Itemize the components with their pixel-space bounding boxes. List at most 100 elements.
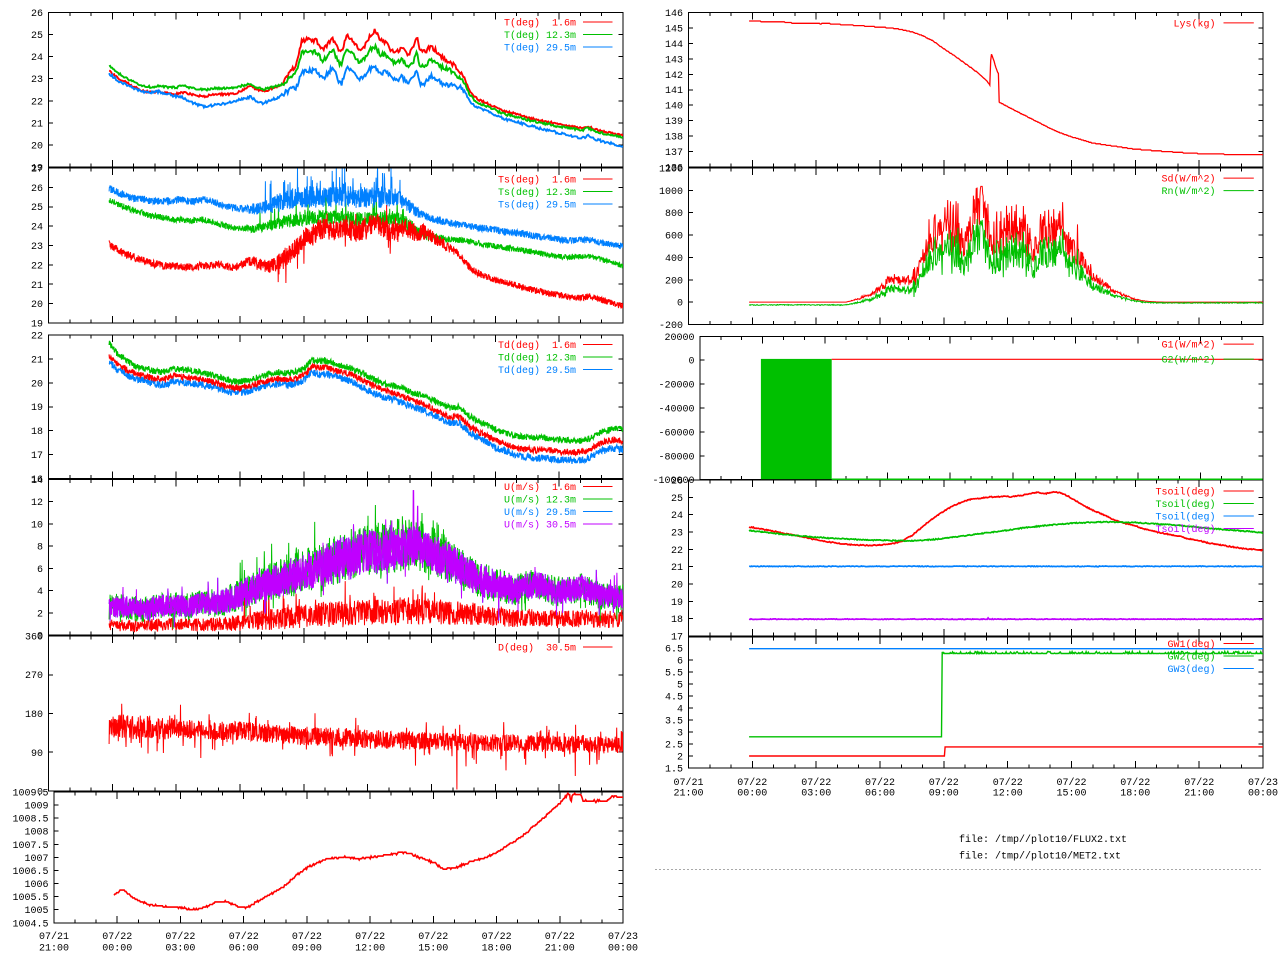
svg-text:19: 19 <box>671 598 683 609</box>
svg-text:5: 5 <box>677 681 683 692</box>
svg-text:21: 21 <box>671 563 683 574</box>
svg-text:Lys(kg): Lys(kg) <box>1173 18 1215 30</box>
svg-text:24: 24 <box>31 53 43 64</box>
svg-text:0: 0 <box>37 632 43 643</box>
svg-text:1007.5: 1007.5 <box>12 841 48 852</box>
svg-text:25: 25 <box>671 494 683 505</box>
svg-text:21:00: 21:00 <box>545 944 575 955</box>
svg-text:2: 2 <box>677 753 683 764</box>
svg-text:4: 4 <box>37 587 43 598</box>
svg-text:07/22: 07/22 <box>1184 777 1214 789</box>
svg-text:07/21: 07/21 <box>673 777 703 789</box>
svg-text:144: 144 <box>665 40 683 51</box>
svg-text:GW2(deg): GW2(deg) <box>1167 652 1215 664</box>
svg-text:Ts(deg) 12.3m: Ts(deg) 12.3m <box>498 187 576 199</box>
svg-text:G1(W/m^2): G1(W/m^2) <box>1161 340 1215 352</box>
svg-text:file: /tmp//plot10/MET2.txt: file: /tmp//plot10/MET2.txt <box>959 851 1121 863</box>
svg-text:07/22: 07/22 <box>355 931 385 943</box>
svg-text:1009: 1009 <box>24 802 48 813</box>
svg-text:146: 146 <box>665 9 683 20</box>
svg-text:22: 22 <box>31 332 43 343</box>
svg-text:22: 22 <box>31 97 43 108</box>
svg-text:T(deg) 29.5m: T(deg) 29.5m <box>504 43 576 55</box>
svg-text:21: 21 <box>31 281 43 292</box>
svg-text:19: 19 <box>31 164 43 175</box>
svg-text:1200: 1200 <box>659 165 683 176</box>
svg-text:19: 19 <box>31 403 43 414</box>
svg-text:10: 10 <box>31 520 43 531</box>
svg-text:2.5: 2.5 <box>665 741 683 752</box>
svg-text:Tsoil(deg): Tsoil(deg) <box>1155 524 1215 536</box>
svg-text:07/22: 07/22 <box>102 931 132 943</box>
svg-text:25: 25 <box>31 31 43 42</box>
svg-text:20: 20 <box>31 379 43 390</box>
svg-text:1008.5: 1008.5 <box>12 815 48 826</box>
svg-text:1006.5: 1006.5 <box>12 867 48 878</box>
svg-text:3.5: 3.5 <box>665 717 683 728</box>
svg-text:26: 26 <box>671 477 683 488</box>
svg-text:15:00: 15:00 <box>1056 789 1086 800</box>
svg-text:file: /tmp//plot10/FLUX2.txt: file: /tmp//plot10/FLUX2.txt <box>959 834 1127 846</box>
svg-text:Td(deg) 12.3m: Td(deg) 12.3m <box>498 353 576 365</box>
svg-text:8: 8 <box>37 543 43 554</box>
svg-text:Td(deg) 29.5m: Td(deg) 29.5m <box>498 365 576 377</box>
svg-text:U(m/s) 30.5m: U(m/s) 30.5m <box>504 520 576 532</box>
svg-text:4: 4 <box>677 705 683 716</box>
svg-text:18:00: 18:00 <box>482 944 512 955</box>
svg-text:07/22: 07/22 <box>1120 777 1150 789</box>
svg-text:03:00: 03:00 <box>801 789 831 800</box>
svg-text:6: 6 <box>37 565 43 576</box>
svg-text:-40000: -40000 <box>658 405 694 416</box>
svg-text:17: 17 <box>671 633 683 644</box>
svg-text:137: 137 <box>665 148 683 159</box>
svg-text:-60000: -60000 <box>658 428 694 439</box>
svg-text:00:00: 00:00 <box>1248 789 1278 800</box>
svg-text:0: 0 <box>37 788 43 799</box>
svg-text:U(m/s) 1.6m: U(m/s) 1.6m <box>504 482 576 494</box>
svg-text:06:00: 06:00 <box>229 944 259 955</box>
svg-text:07/22: 07/22 <box>292 931 322 943</box>
svg-text:18: 18 <box>31 427 43 438</box>
svg-text:Tsoil(deg): Tsoil(deg) <box>1155 499 1215 511</box>
svg-text:Ts(deg) 29.5m: Ts(deg) 29.5m <box>498 200 576 212</box>
svg-text:Sd(W/m^2): Sd(W/m^2) <box>1161 174 1215 186</box>
svg-text:0: 0 <box>677 299 683 310</box>
svg-text:24: 24 <box>671 511 683 522</box>
svg-text:06:00: 06:00 <box>865 789 895 800</box>
svg-text:139: 139 <box>665 117 683 128</box>
svg-text:07/22: 07/22 <box>165 931 195 943</box>
svg-text:138: 138 <box>665 133 683 144</box>
svg-text:T(deg) 12.3m: T(deg) 12.3m <box>504 30 576 42</box>
svg-text:23: 23 <box>31 75 43 86</box>
svg-text:23: 23 <box>31 242 43 253</box>
svg-text:1000: 1000 <box>659 187 683 198</box>
svg-text:G2(W/m^2): G2(W/m^2) <box>1161 355 1215 367</box>
svg-text:145: 145 <box>665 25 683 36</box>
svg-text:Rn(W/m^2): Rn(W/m^2) <box>1161 186 1215 198</box>
svg-text:07/23: 07/23 <box>1248 777 1278 789</box>
svg-text:21:00: 21:00 <box>673 789 703 800</box>
svg-text:Td(deg) 1.6m: Td(deg) 1.6m <box>498 340 576 352</box>
svg-text:1.5: 1.5 <box>665 765 683 776</box>
svg-text:12: 12 <box>31 498 43 509</box>
svg-text:07/22: 07/22 <box>993 777 1023 789</box>
svg-text:1007: 1007 <box>24 854 48 865</box>
svg-text:1005: 1005 <box>24 906 48 917</box>
svg-text:142: 142 <box>665 71 683 82</box>
svg-text:270: 270 <box>25 671 43 682</box>
svg-text:0: 0 <box>688 357 694 368</box>
svg-text:-200: -200 <box>659 321 683 332</box>
svg-text:09:00: 09:00 <box>292 944 322 955</box>
svg-text:17: 17 <box>31 451 43 462</box>
svg-text:24: 24 <box>31 223 43 234</box>
svg-text:27: 27 <box>31 165 43 176</box>
svg-text:3: 3 <box>677 729 683 740</box>
svg-text:2: 2 <box>37 609 43 620</box>
svg-text:07/22: 07/22 <box>482 931 512 943</box>
svg-text:136: 136 <box>665 164 683 175</box>
svg-text:Tsoil(deg): Tsoil(deg) <box>1155 512 1215 524</box>
svg-text:Ts(deg) 1.6m: Ts(deg) 1.6m <box>498 175 576 187</box>
svg-text:GW1(deg): GW1(deg) <box>1167 639 1215 651</box>
svg-text:26: 26 <box>31 9 43 20</box>
svg-text:90: 90 <box>31 749 43 760</box>
